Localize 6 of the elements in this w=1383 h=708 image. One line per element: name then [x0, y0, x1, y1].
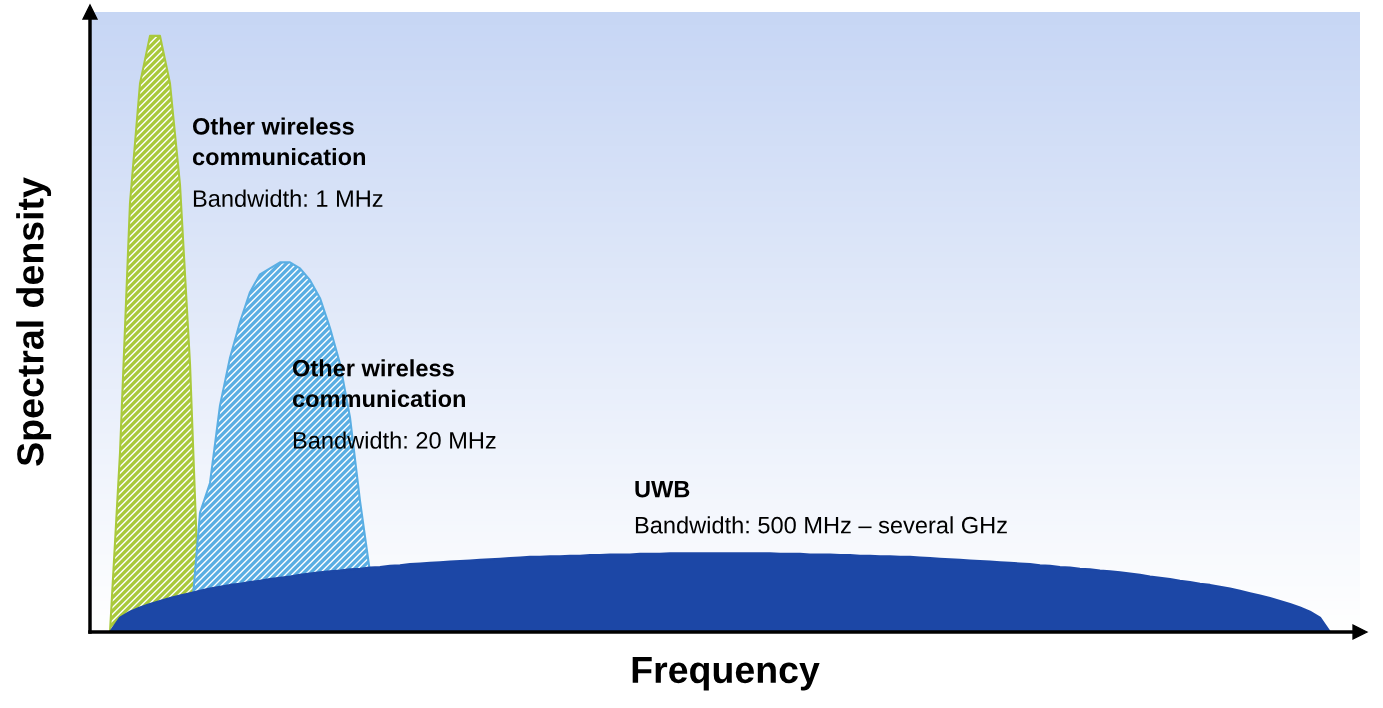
text: UWB [635, 480, 690, 498]
annotation: Bandwidth: 1 MHz [193, 189, 383, 207]
series-label: Other wireless communication [192, 117, 366, 166]
y-axis-title: Spectral density [16, 177, 52, 466]
x-axis-title: Frequency [632, 656, 820, 691]
annotation: Bandwidth: 500 MHz – several GHz [635, 516, 1007, 534]
